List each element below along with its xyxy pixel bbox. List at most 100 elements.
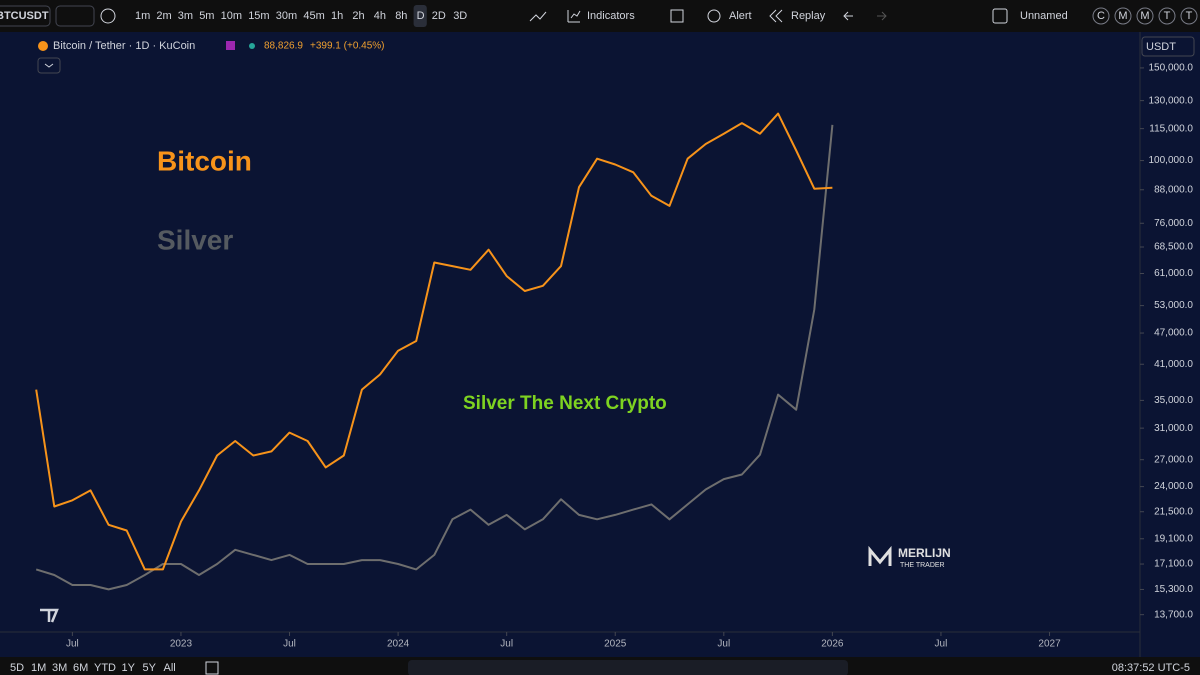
series-line (35, 112, 833, 571)
exchange-flag (226, 41, 235, 50)
x-tick-label: 2026 (821, 639, 844, 650)
layout-letter: C (1097, 10, 1105, 22)
y-tick-label: 21,500.0 (1154, 506, 1193, 517)
price-axis (1140, 32, 1200, 657)
chart-type-icon[interactable] (529, 11, 547, 22)
y-tick-label: 100,000.0 (1149, 155, 1194, 166)
indicators-icon[interactable] (567, 10, 581, 23)
interval-button[interactable]: 3m (178, 10, 193, 22)
y-tick-label: 61,000.0 (1154, 268, 1193, 279)
y-tick-label: 13,700.0 (1154, 609, 1193, 620)
templates-icon[interactable] (670, 9, 684, 23)
compare-button[interactable] (55, 5, 95, 27)
currency-button[interactable] (1141, 36, 1195, 57)
symbol-icon (38, 41, 48, 51)
annotation: Bitcoin (157, 145, 252, 176)
replay-button[interactable]: Replay (791, 10, 826, 22)
indicators-button[interactable]: Indicators (587, 10, 635, 22)
interval-button[interactable]: 4h (374, 10, 386, 22)
layout-name[interactable]: Unnamed (1020, 10, 1068, 22)
interval-button[interactable]: 3D (453, 10, 467, 22)
tv-logo (40, 608, 59, 623)
y-tick-label: 68,500.0 (1154, 242, 1193, 253)
y-tick-label: 41,000.0 (1154, 359, 1193, 370)
interval-button[interactable]: 1h (331, 10, 343, 22)
x-tick-label: 2024 (387, 639, 410, 650)
clock: 08:37:52 UTC-5 (1112, 662, 1190, 674)
interval-button[interactable]: 30m (276, 10, 297, 22)
top-toolbar (0, 0, 1200, 32)
watermark-logo (868, 545, 892, 566)
range-button[interactable]: 1Y (122, 662, 136, 674)
drawing-tools (408, 660, 848, 675)
x-tick-label: Jul (283, 639, 296, 650)
last-price: 88,826.9 (264, 41, 303, 52)
range-button[interactable]: YTD (94, 662, 116, 674)
range-button[interactable]: 3M (52, 662, 67, 674)
y-tick-label: 31,000.0 (1154, 423, 1193, 434)
range-button[interactable]: All (164, 662, 176, 674)
interval-button[interactable]: 1m (135, 10, 150, 22)
layout-icon[interactable] (992, 8, 1008, 24)
interval-button[interactable]: 8h (395, 10, 407, 22)
layout-circle[interactable] (1114, 7, 1132, 25)
layout-circle[interactable] (1158, 7, 1176, 25)
watermark-tagline: THE TRADER (900, 562, 945, 569)
range-button[interactable]: 5Y (143, 662, 157, 674)
layout-letter: M (1118, 10, 1127, 22)
interval-button[interactable]: 2D (432, 10, 446, 22)
series-line (35, 124, 834, 591)
x-tick-label: Jul (717, 639, 730, 650)
x-tick-label: 2023 (170, 639, 193, 650)
y-tick-label: 150,000.0 (1149, 63, 1194, 74)
y-tick-label: 35,000.0 (1154, 395, 1193, 406)
y-tick-label: 130,000.0 (1149, 95, 1194, 106)
range-button[interactable]: 6M (73, 662, 88, 674)
interval-button[interactable]: 5m (199, 10, 214, 22)
interval-button[interactable]: 2h (352, 10, 364, 22)
layout-letter: T (1186, 10, 1193, 22)
y-tick-label: 76,000.0 (1154, 218, 1193, 229)
layout-circle[interactable] (1180, 7, 1198, 25)
x-tick-label: 2027 (1038, 639, 1061, 650)
y-tick-label: 115,000.0 (1149, 123, 1193, 134)
interval-active (413, 5, 427, 27)
add-symbol-icon[interactable] (100, 8, 116, 24)
interval-button[interactable]: 10m (221, 10, 242, 22)
layout-letter: T (1164, 10, 1171, 22)
annotation: Silver The Next Crypto (463, 393, 667, 414)
y-tick-label: 88,000.0 (1154, 184, 1193, 195)
y-tick-label: 53,000.0 (1154, 300, 1193, 311)
interval-button[interactable]: 45m (303, 10, 324, 22)
alert-icon[interactable] (707, 9, 721, 23)
y-tick-label: 19,100.0 (1154, 533, 1193, 544)
redo-icon[interactable] (877, 11, 887, 21)
symbol: BTCUSDT (0, 10, 49, 22)
chevron-icon (44, 63, 54, 68)
x-tick-label: Jul (935, 639, 948, 650)
y-tick-label: 27,000.0 (1154, 454, 1193, 465)
price-change: +399.1 (+0.45%) (310, 41, 385, 52)
collapse-button[interactable] (37, 57, 61, 74)
y-tick-label: 17,100.0 (1154, 559, 1193, 570)
symbol-box[interactable] (0, 5, 51, 27)
interval-button[interactable]: 15m (248, 10, 269, 22)
layout-circle[interactable] (1092, 7, 1110, 25)
watermark-icon (868, 545, 892, 566)
interval-button[interactable]: D (417, 10, 425, 22)
y-tick-label: 24,000.0 (1154, 481, 1193, 492)
calendar-icon[interactable] (205, 661, 219, 675)
layout-circle[interactable] (1136, 7, 1154, 25)
range-button[interactable]: 1M (31, 662, 46, 674)
undo-icon[interactable] (843, 11, 853, 21)
y-tick-label: 47,000.0 (1154, 328, 1193, 339)
replay-icon[interactable] (769, 9, 783, 23)
layout-letter: M (1140, 10, 1149, 22)
x-tick-label: 2025 (604, 639, 627, 650)
interval-button[interactable]: 2m (156, 10, 171, 22)
status-dot (249, 43, 255, 49)
alert-button[interactable]: Alert (729, 10, 752, 22)
x-tick-label: Jul (66, 639, 79, 650)
range-button[interactable]: 5D (10, 662, 24, 674)
